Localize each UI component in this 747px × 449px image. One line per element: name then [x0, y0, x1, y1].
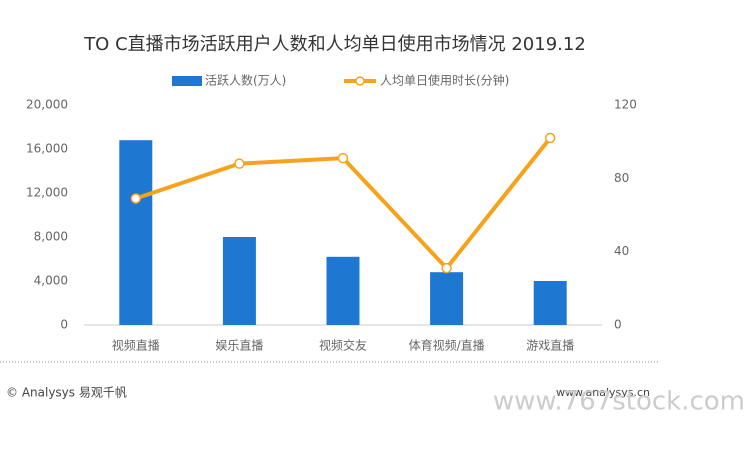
bar — [119, 140, 153, 325]
bar — [326, 256, 360, 325]
legend-label: 人均单日使用时长(分钟) — [380, 73, 509, 88]
x-tick-label: 娱乐直播 — [215, 339, 263, 353]
y2-tick-label: 0 — [614, 318, 622, 332]
line-point — [234, 158, 245, 169]
x-tick-label: 视频直播 — [112, 338, 160, 353]
bar — [430, 272, 464, 325]
y2-tick-label: 80 — [614, 171, 629, 185]
source: © Analysys 易观千帆 — [6, 385, 127, 400]
line-point — [337, 152, 349, 164]
legend-swatch — [355, 76, 365, 86]
y-tick-label: 12,000 — [26, 186, 68, 200]
website: www.analysys.cn — [556, 386, 650, 399]
y-tick-label: 4,000 — [34, 274, 68, 288]
y2-tick-label: 40 — [614, 244, 629, 258]
x-tick-label: 视频交友 — [319, 338, 367, 353]
x-tick-label: 游戏直播 — [526, 339, 574, 353]
line-point — [544, 132, 556, 144]
bar — [222, 237, 256, 325]
line-point — [441, 262, 452, 274]
chart-title: TO C直播市场活跃用户人数和人均单日使用市场情况 2019.12 — [83, 34, 586, 55]
line-point — [130, 193, 142, 204]
y-tick-label: 20,000 — [26, 98, 68, 112]
y-tick-label: 0 — [60, 318, 68, 332]
x-tick-label: 体育视频/直播 — [409, 338, 485, 353]
legend-label: 活跃人数(万人) — [205, 73, 286, 88]
bar — [533, 281, 567, 325]
y2-tick-label: 120 — [614, 98, 637, 112]
y-tick-label: 16,000 — [26, 142, 68, 156]
watermark: www.767stock.com — [493, 387, 745, 417]
legend-swatch — [172, 76, 202, 86]
y-tick-label: 8,000 — [34, 230, 68, 244]
